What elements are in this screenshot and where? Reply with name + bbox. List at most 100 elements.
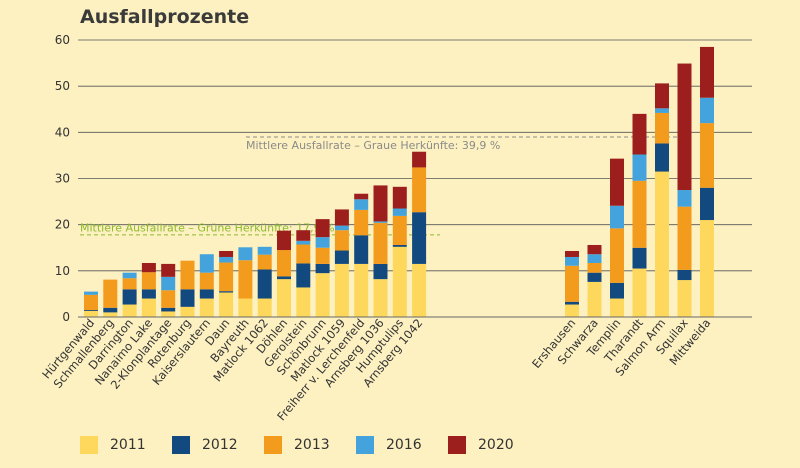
bar-segment-2011 (122, 304, 137, 317)
bar-stack (296, 230, 311, 317)
bar-segment-2016 (257, 246, 272, 255)
bar-segment-2011 (334, 263, 349, 317)
bar-segment-2011 (315, 273, 330, 317)
bar-segment-2020 (392, 186, 407, 209)
bar-segment-2020 (141, 262, 156, 273)
bar-segment-2016 (199, 254, 214, 273)
bar-stack (700, 46, 714, 317)
bar-segment-2016 (238, 247, 253, 261)
bar-segment-2020 (219, 250, 234, 257)
bar-segment-2012 (219, 291, 234, 293)
bar-segment-2012 (677, 269, 692, 281)
bar-segment-2020 (565, 250, 579, 257)
bar-segment-2016 (219, 256, 234, 263)
bar-segment-2011 (632, 268, 647, 317)
bar-segment-2013 (655, 112, 669, 144)
bar-segment-2020 (655, 83, 669, 109)
bar-segment-2012 (257, 269, 272, 299)
bar-stack (334, 209, 349, 317)
bar-stack (103, 279, 118, 317)
bar-stack (373, 185, 388, 317)
bar-segment-2020 (412, 151, 427, 168)
bar-segment-2013 (122, 278, 137, 290)
y-tick-label: 10 (55, 264, 70, 278)
bar-segment-2016 (84, 291, 98, 295)
bar-segment-2012 (180, 289, 195, 307)
bar-segment-2011 (238, 298, 253, 317)
bar-segment-2011 (84, 310, 98, 317)
bar-segment-2012 (392, 244, 407, 247)
bar-segment-2013 (632, 180, 647, 248)
legend-item: 2012 (172, 436, 264, 454)
bar-segment-2016 (632, 154, 647, 181)
bar-segment-2013 (700, 123, 714, 188)
bar-stack (257, 246, 272, 317)
bar-segment-2012 (141, 289, 156, 299)
bar-segment-2011 (655, 171, 669, 317)
bars (84, 46, 714, 317)
bar-segment-2013 (161, 290, 176, 308)
y-axis-ticks: 0 10 20 30 40 50 60 (55, 33, 70, 324)
bar-segment-2012 (122, 289, 137, 305)
bar-segment-2020 (632, 113, 647, 155)
bar-segment-2012 (199, 289, 214, 299)
bar-segment-2013 (354, 209, 369, 236)
bar-segment-2016 (677, 190, 692, 207)
bar-segment-2020 (677, 63, 692, 191)
legend-item: 2011 (80, 436, 172, 454)
bar-stack (392, 186, 407, 317)
bar-stack (141, 262, 156, 317)
bar-segment-2011 (257, 298, 272, 317)
bar-segment-2016 (315, 237, 330, 248)
bar-segment-2016 (122, 272, 137, 279)
bar-stack (122, 272, 137, 317)
bar-segment-2011 (412, 263, 427, 317)
bar-segment-2011 (219, 292, 234, 317)
y-tick-label: 50 (55, 79, 70, 93)
y-tick-label: 20 (55, 218, 70, 232)
y-tick-label: 40 (55, 125, 70, 139)
bar-segment-2013 (219, 262, 234, 292)
bar-segment-2013 (103, 279, 118, 308)
bar-segment-2016 (655, 108, 669, 113)
legend-item: 2013 (264, 436, 356, 454)
bar-stack (315, 219, 330, 317)
bar-segment-2012 (373, 263, 388, 280)
annotations: Mittlere Ausfallrate – Graue Herkünfte: … (80, 136, 690, 236)
bar-segment-2011 (392, 246, 407, 317)
bar-segment-2011 (180, 306, 195, 317)
bar-segment-2013 (199, 272, 214, 290)
bar-segment-2011 (161, 311, 176, 317)
bar-segment-2020 (700, 46, 714, 98)
bar-segment-2012 (632, 247, 647, 269)
bar-stack (565, 250, 579, 317)
bar-segment-2016 (700, 97, 714, 124)
bar-segment-2011 (677, 280, 692, 317)
bar-segment-2016 (610, 205, 624, 229)
bar-stack (180, 260, 195, 317)
bar-segment-2011 (700, 220, 714, 317)
bar-stack (84, 291, 98, 317)
bar-segment-2012 (412, 212, 427, 264)
legend-swatch (264, 436, 282, 454)
bar-segment-2013 (180, 260, 195, 290)
green-mean-label: Mittlere Ausfallrate – Grüne Herkünfte: … (80, 221, 335, 234)
bar-segment-2016 (587, 254, 602, 263)
bar-segment-2012 (84, 310, 98, 311)
bar-segment-2011 (277, 279, 291, 317)
bar-segment-2012 (315, 263, 330, 274)
bar-segment-2011 (199, 298, 214, 317)
grey-mean-label: Mittlere Ausfallrate – Graue Herkünfte: … (246, 139, 500, 152)
bar-segment-2012 (334, 250, 349, 264)
bar-segment-2016 (334, 225, 349, 231)
bar-segment-2020 (587, 244, 602, 255)
bar-segment-2020 (296, 230, 311, 241)
bar-segment-2013 (677, 206, 692, 270)
bar-segment-2013 (587, 262, 602, 273)
bar-segment-2013 (610, 228, 624, 283)
bar-segment-2016 (392, 208, 407, 216)
bar-segment-2013 (373, 222, 388, 264)
bar-segment-2013 (257, 254, 272, 270)
bar-segment-2011 (587, 281, 602, 317)
bar-segment-2012 (161, 307, 176, 312)
